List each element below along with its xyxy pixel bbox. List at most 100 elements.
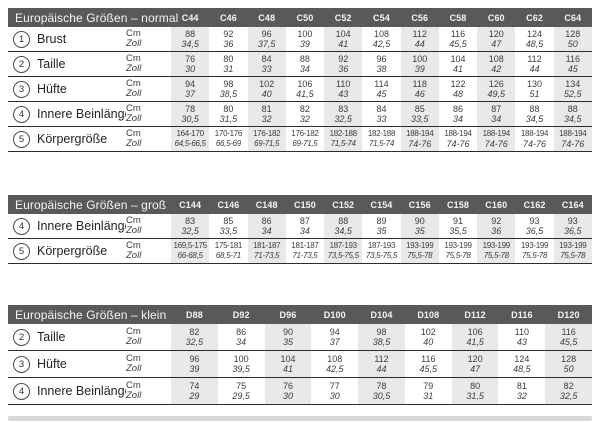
column-header: D112 bbox=[464, 309, 486, 320]
zoll-value: 32 bbox=[299, 114, 310, 124]
cm-value: 100 bbox=[297, 28, 313, 39]
column-header: C60 bbox=[487, 12, 505, 23]
column-header: D104 bbox=[370, 309, 393, 320]
zoll-value: 41,5 bbox=[296, 89, 314, 99]
zoll-value: 75,5-78 bbox=[483, 251, 509, 260]
value-cell: 80 31,5 bbox=[209, 102, 247, 126]
value-cell: 83 32,5 bbox=[324, 102, 363, 126]
value-cell: 82 32 bbox=[286, 102, 324, 126]
table-row: 2 Taille Cm Zoll 82 32,5 86 34 90 35 94 37 98 38,5 102… bbox=[8, 324, 593, 351]
zoll-value: 34 bbox=[236, 337, 247, 347]
value-cell: 118 46 bbox=[400, 77, 439, 101]
zoll-value: 74-76 bbox=[408, 139, 432, 149]
cm-value: 89 bbox=[376, 215, 387, 226]
table-header-bar: Europäische Größen – klein D88 D92 D96 D100 D… bbox=[8, 305, 592, 324]
zoll-value: 31,5 bbox=[466, 391, 484, 401]
cm-value: 134 bbox=[565, 78, 581, 89]
zoll-value: 69-71,5 bbox=[292, 139, 318, 148]
cm-value: 81 bbox=[261, 103, 272, 114]
zoll-value: 35 bbox=[282, 337, 293, 347]
column-header: C164 bbox=[561, 199, 584, 210]
value-cell: 193-199 75,5-78 bbox=[515, 239, 553, 263]
zoll-value: 34,5 bbox=[181, 39, 199, 49]
value-cell: 88 34,5 bbox=[324, 214, 363, 238]
cm-value: 98 bbox=[223, 78, 234, 89]
table-title: Europäische Größen – klein bbox=[15, 307, 167, 322]
value-cell: 89 35 bbox=[362, 214, 400, 238]
zoll-value: 38,5 bbox=[219, 89, 238, 99]
value-cell: 82 32,5 bbox=[545, 378, 593, 404]
row-label-cell: 5 Körpergröße bbox=[8, 127, 126, 151]
cm-value: 80 bbox=[223, 103, 234, 114]
value-cell: 75 29,5 bbox=[218, 378, 265, 404]
value-cell: 96 39 bbox=[171, 351, 218, 377]
zoll-value: 47 bbox=[491, 39, 502, 49]
value-cell: 102 40 bbox=[405, 324, 452, 350]
zoll-value: 74-76 bbox=[484, 139, 508, 149]
unit-label-cm: Cm bbox=[126, 379, 141, 391]
column-header: C48 bbox=[258, 12, 276, 23]
cm-value: 91 bbox=[452, 215, 463, 226]
zoll-value: 34,5 bbox=[334, 226, 352, 236]
cm-value: 88 bbox=[338, 215, 349, 226]
value-cell: 169,5-175 66-68,5 bbox=[171, 239, 210, 263]
column-header: C54 bbox=[373, 12, 390, 23]
value-cell: 94 37 bbox=[311, 324, 358, 350]
cm-value: 116 bbox=[421, 353, 436, 364]
zoll-value: 37,5 bbox=[257, 39, 276, 49]
value-cell: 112 44 bbox=[515, 52, 553, 76]
zoll-value: 39 bbox=[299, 39, 310, 49]
column-header: D100 bbox=[323, 309, 346, 320]
row-number-badge: 4 bbox=[13, 105, 30, 123]
zoll-value: 68,5-71 bbox=[215, 251, 241, 260]
cm-value: 96 bbox=[261, 28, 272, 39]
row-label-cell: 3 Hüfte bbox=[8, 351, 126, 377]
value-cell: 85 33,5 bbox=[209, 214, 247, 238]
value-cell: 112 44 bbox=[400, 27, 439, 51]
cm-value: 75 bbox=[236, 380, 247, 391]
row-label: Hüfte bbox=[37, 82, 67, 96]
cm-value: 112 bbox=[374, 353, 389, 364]
cm-value: 193-199 bbox=[444, 240, 472, 250]
unit-label-zoll: Zoll bbox=[126, 113, 142, 124]
cm-value: 80 bbox=[223, 53, 234, 64]
column-header: C44 bbox=[181, 12, 199, 23]
row-label-cell: 3 Hüfte bbox=[8, 77, 126, 101]
row-label: Körpergröße bbox=[37, 244, 108, 258]
unit-labels-cell: Cm Zoll bbox=[126, 324, 171, 350]
size-table-klein: Europäische Größen – klein D88 D92 D96 D100 D… bbox=[8, 305, 593, 405]
cm-value: 112 bbox=[412, 28, 427, 39]
column-header: C154 bbox=[370, 199, 393, 210]
cm-value: 88 bbox=[185, 28, 196, 39]
zoll-value: 34 bbox=[299, 64, 310, 74]
row-number-badge: 2 bbox=[13, 328, 30, 346]
table-row: 5 Körpergröße Cm Zoll 164-170 64,5-66,5 170-17… bbox=[8, 127, 592, 152]
zoll-value: 73,5-75,5 bbox=[365, 251, 398, 260]
value-cell: 104 41 bbox=[439, 52, 477, 76]
value-columns: 76 30 80 31 84 33 88 34 92 36 96 38 100 39 104 41 108 42 1… bbox=[171, 52, 592, 76]
row-label: Innere Beinlänge bbox=[37, 107, 126, 121]
zoll-value: 30 bbox=[329, 391, 340, 401]
row-label-cell: 2 Taille bbox=[8, 52, 126, 76]
value-cell: 124 48,5 bbox=[515, 27, 553, 51]
value-columns: 169,5-175 66-68,5 175-181 68,5-71 181-187 71-… bbox=[171, 239, 592, 263]
table-row: 3 Hüfte Cm Zoll 94 37 98 38,5 102 40 106 41,5 110 43 1… bbox=[8, 77, 592, 102]
column-header: C148 bbox=[255, 199, 278, 210]
value-cell: 114 45 bbox=[362, 77, 400, 101]
value-cell: 193-199 75,5-78 bbox=[477, 239, 516, 263]
value-cell: 108 42,5 bbox=[311, 351, 358, 377]
cm-value: 77 bbox=[329, 380, 340, 391]
cm-value: 164-170 bbox=[176, 128, 205, 138]
value-cell: 98 38,5 bbox=[358, 324, 405, 350]
zoll-value: 35 bbox=[414, 226, 425, 236]
zoll-value: 30,5 bbox=[181, 114, 199, 124]
value-columns: 78 30,5 80 31,5 81 32 82 32 83 32,5 84 33 85 33,5 86 34… bbox=[171, 102, 592, 126]
value-cell: 120 47 bbox=[477, 27, 516, 51]
zoll-value: 44 bbox=[414, 39, 425, 49]
zoll-value: 34,5 bbox=[564, 114, 582, 124]
zoll-value: 40 bbox=[261, 89, 272, 99]
cm-value: 88 bbox=[567, 103, 578, 114]
cm-value: 116 bbox=[450, 28, 466, 39]
value-cell: 164-170 64,5-66,5 bbox=[171, 127, 210, 151]
zoll-value: 33,5 bbox=[410, 114, 429, 124]
